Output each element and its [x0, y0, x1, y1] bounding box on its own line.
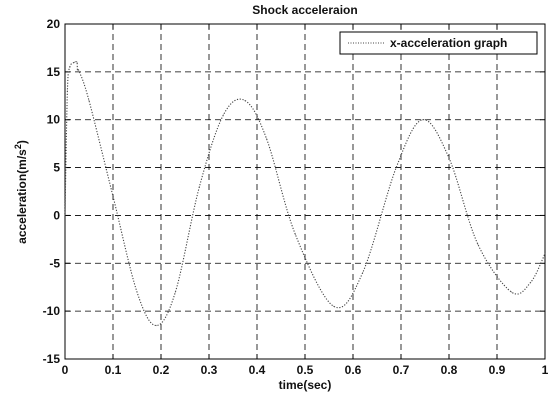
- x-tick-label: 0.2: [153, 363, 170, 377]
- y-tick-labels: -15 -10 -5 0 5 10 15 20: [43, 17, 61, 366]
- y-axis-label: acceleration(m/s2): [13, 140, 29, 244]
- x-tick-label: 0.8: [441, 363, 458, 377]
- x-tick-label: 1: [542, 363, 549, 377]
- x-tick-label: 0.5: [297, 363, 314, 377]
- y-tick-label: 10: [47, 113, 61, 127]
- data-point: [174, 291, 176, 293]
- series-line-x-acceleration: [64, 60, 546, 327]
- x-tick-label: 0.3: [201, 363, 218, 377]
- data-point: [69, 66, 71, 68]
- y-axis-label-superscript: 2: [13, 144, 23, 149]
- data-point: [510, 291, 512, 293]
- data-point: [66, 90, 68, 92]
- data-point: [112, 195, 114, 197]
- data-point: [76, 61, 78, 63]
- legend: x-acceleration graph: [339, 31, 538, 55]
- y-tick-label: -15: [43, 352, 61, 366]
- legend-entry-label: x-acceleration graph: [390, 36, 507, 50]
- data-point: [222, 114, 224, 116]
- data-point: [136, 291, 138, 293]
- data-point: [155, 324, 157, 327]
- data-point: [78, 71, 80, 73]
- data-point: [266, 138, 268, 140]
- y-axis-label-main: acceleration(m/s: [15, 149, 29, 244]
- y-tick-label: 5: [53, 161, 60, 175]
- y-tick-label: 0: [53, 208, 60, 222]
- chart-title: Shock acceleraion: [252, 3, 357, 17]
- data-point: [64, 214, 66, 217]
- x-tick-label: 0: [62, 363, 69, 377]
- x-tick-label: 0.1: [105, 363, 122, 377]
- data-point: [544, 253, 546, 255]
- series-layer: [64, 60, 546, 327]
- x-tick-label: 0.7: [393, 363, 410, 377]
- x-tick-label: 0.6: [345, 363, 362, 377]
- x-tick-label: 0.9: [489, 363, 506, 377]
- x-tick-labels: 0 0.1 0.2 0.3 0.4 0.5 0.6 0.7 0.8 0.9 1: [62, 363, 549, 377]
- data-point: [395, 166, 397, 169]
- data-point: [76, 69, 79, 71]
- axis-ticks: [64, 23, 546, 360]
- y-tick-label: -10: [43, 304, 61, 318]
- data-point: [362, 272, 364, 274]
- y-tick-label: -5: [49, 256, 60, 270]
- grid: [65, 24, 545, 359]
- y-tick-label: 20: [47, 17, 61, 31]
- x-axis-label: time(sec): [279, 378, 332, 392]
- y-tick-label: 15: [47, 65, 61, 79]
- data-point: [448, 157, 450, 159]
- data-point: [74, 61, 76, 63]
- data-point: [198, 186, 200, 188]
- legend-box: [339, 31, 538, 55]
- data-point: [477, 243, 479, 245]
- x-tick-label: 0.4: [249, 363, 266, 377]
- data-point: [294, 233, 296, 236]
- y-axis-label-tail: ): [15, 140, 29, 144]
- data-point: [530, 281, 532, 284]
- data-point: [333, 305, 335, 307]
- data-point: [244, 99, 246, 102]
- data-point: [88, 99, 90, 102]
- data-point: [422, 119, 424, 121]
